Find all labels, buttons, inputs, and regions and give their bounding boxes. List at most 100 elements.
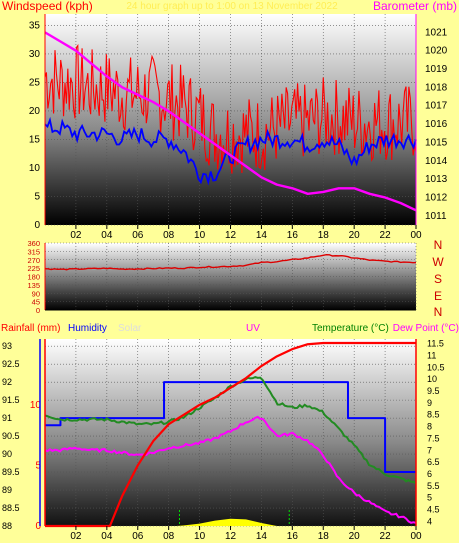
direction-tick-label: 45: [32, 298, 40, 307]
windspeed-tick-label: 10: [29, 163, 41, 174]
wind-direction-line: [44, 254, 417, 271]
x-tick-label: 12: [225, 531, 237, 542]
barometer-tick-label: 1013: [425, 174, 448, 185]
temperature-tick-label: 8.5: [427, 410, 440, 420]
x-tick-label: 02: [70, 531, 82, 542]
direction-tick-label: 180: [27, 273, 40, 282]
humidity-tick-label: 89: [2, 485, 12, 495]
humidity-tick-label: 89.5: [2, 467, 20, 477]
temperature-tick-label: 4.5: [427, 504, 440, 514]
temperature-tick-label: 9: [427, 398, 432, 408]
temperature-line: [44, 376, 417, 485]
uv-label: UV: [246, 323, 260, 334]
compass-label-w: W: [432, 255, 444, 269]
temperature-tick-label: 9.5: [427, 386, 440, 396]
rainfall-axis-title: Rainfall (mm): [1, 323, 60, 334]
humidity-tick-label: 90: [2, 449, 12, 459]
x-tick-label: 16: [287, 230, 299, 241]
x-tick-label: 00: [410, 531, 422, 542]
barometer-tick-label: 1021: [425, 27, 448, 38]
x-tick-label: 04: [101, 531, 113, 542]
direction-tick-label: 135: [27, 281, 40, 290]
humidity-tick-label: 90.5: [2, 431, 20, 441]
barometer-tick-label: 1016: [425, 119, 448, 130]
direction-tick-label: 270: [27, 256, 40, 265]
barometer-tick-label: 1012: [425, 192, 448, 203]
windspeed-tick-label: 5: [34, 191, 40, 202]
humidity-tick-label: 91.5: [2, 395, 20, 405]
humidity-tick-label: 93: [2, 341, 12, 351]
solar-area: [176, 518, 277, 526]
x-tick-label: 10: [194, 230, 206, 241]
rainfall-tick-label: 0: [35, 521, 41, 532]
graph-caption: 24 hour graph up to 1:00 on 13 November …: [126, 1, 338, 12]
humidity-line: [45, 381, 416, 474]
compass-label-n-bottom: N: [434, 305, 443, 319]
x-tick-label: 14: [256, 531, 268, 542]
dewpoint-line: [44, 415, 417, 524]
x-tick-label: 16: [287, 531, 299, 542]
barometer-tick-label: 1014: [425, 156, 448, 167]
windspeed-tick-label: 30: [29, 49, 41, 60]
humidity-tick-label: 88.5: [2, 503, 20, 513]
temperature-tick-label: 6.5: [427, 457, 440, 467]
compass-label-s: S: [434, 272, 442, 286]
x-tick-label: 18: [318, 531, 330, 542]
rainfall-line: [45, 341, 416, 528]
barometer-tick-label: 1011: [425, 211, 447, 222]
compass-label-e: E: [434, 289, 442, 303]
temperature-tick-label: 11: [427, 351, 436, 361]
barometer-line: [44, 31, 417, 212]
x-tick-label: 04: [101, 230, 113, 241]
barometer-tick-label: 1019: [425, 64, 448, 75]
x-tick-label: 12: [225, 230, 237, 241]
direction-tick-label: 225: [27, 264, 40, 273]
average-wind-line: [44, 116, 417, 186]
x-tick-label: 02: [70, 230, 82, 241]
x-tick-label: 08: [163, 531, 175, 542]
humidity-axis-title: Humidity: [68, 323, 107, 334]
temperature-tick-label: 5: [427, 493, 432, 503]
x-tick-label: 20: [349, 531, 361, 542]
temperature-tick-label: 6: [427, 469, 432, 479]
humidity-tick-label: 92.5: [2, 359, 20, 369]
temperature-tick-label: 7: [427, 445, 432, 455]
dewpoint-axis-title: Dew Point (°C): [393, 323, 459, 334]
windspeed-tick-label: 25: [29, 77, 41, 88]
temperature-tick-label: 11.5: [427, 339, 444, 349]
humidity-tick-label: 91: [2, 413, 12, 423]
direction-tick-label: 0: [36, 306, 40, 315]
direction-tick-label: 90: [32, 289, 40, 298]
solar-label: Solar: [118, 323, 142, 334]
windspeed-axis-title: Windspeed (kph): [2, 0, 93, 13]
rainfall-tick-label: 10: [30, 400, 42, 411]
x-tick-label: 14: [256, 230, 268, 241]
x-tick-label: 00: [410, 230, 422, 241]
windspeed-tick-label: 0: [34, 220, 40, 231]
x-tick-label: 08: [163, 230, 175, 241]
humidity-tick-label: 88: [2, 521, 12, 531]
x-tick-label: 06: [132, 230, 144, 241]
barometer-tick-label: 1020: [425, 46, 448, 57]
windspeed-tick-label: 20: [29, 106, 41, 117]
x-tick-label: 20: [349, 230, 361, 241]
humidity-tick-label: 92: [2, 377, 12, 387]
temperature-tick-label: 7.5: [427, 433, 440, 443]
barometer-axis-title: Barometer (mb): [373, 0, 457, 13]
windspeed-tick-label: 15: [29, 134, 41, 145]
temperature-tick-label: 10.5: [427, 362, 445, 372]
barometer-tick-label: 1017: [425, 101, 448, 112]
x-tick-label: 22: [380, 531, 392, 542]
rainfall-tick-label: 5: [35, 460, 41, 471]
barometer-tick-label: 1018: [425, 82, 448, 93]
barometer-tick-label: 1015: [425, 137, 448, 148]
temperature-tick-label: 5.5: [427, 481, 440, 491]
temperature-tick-label: 10: [427, 374, 437, 384]
compass-label-n-top: N: [434, 238, 443, 252]
x-tick-label: 10: [194, 531, 206, 542]
x-tick-label: 18: [318, 230, 330, 241]
direction-tick-label: 315: [27, 247, 40, 256]
temperature-axis-title: Temperature (°C): [312, 323, 389, 334]
direction-tick-label: 360: [27, 239, 40, 248]
